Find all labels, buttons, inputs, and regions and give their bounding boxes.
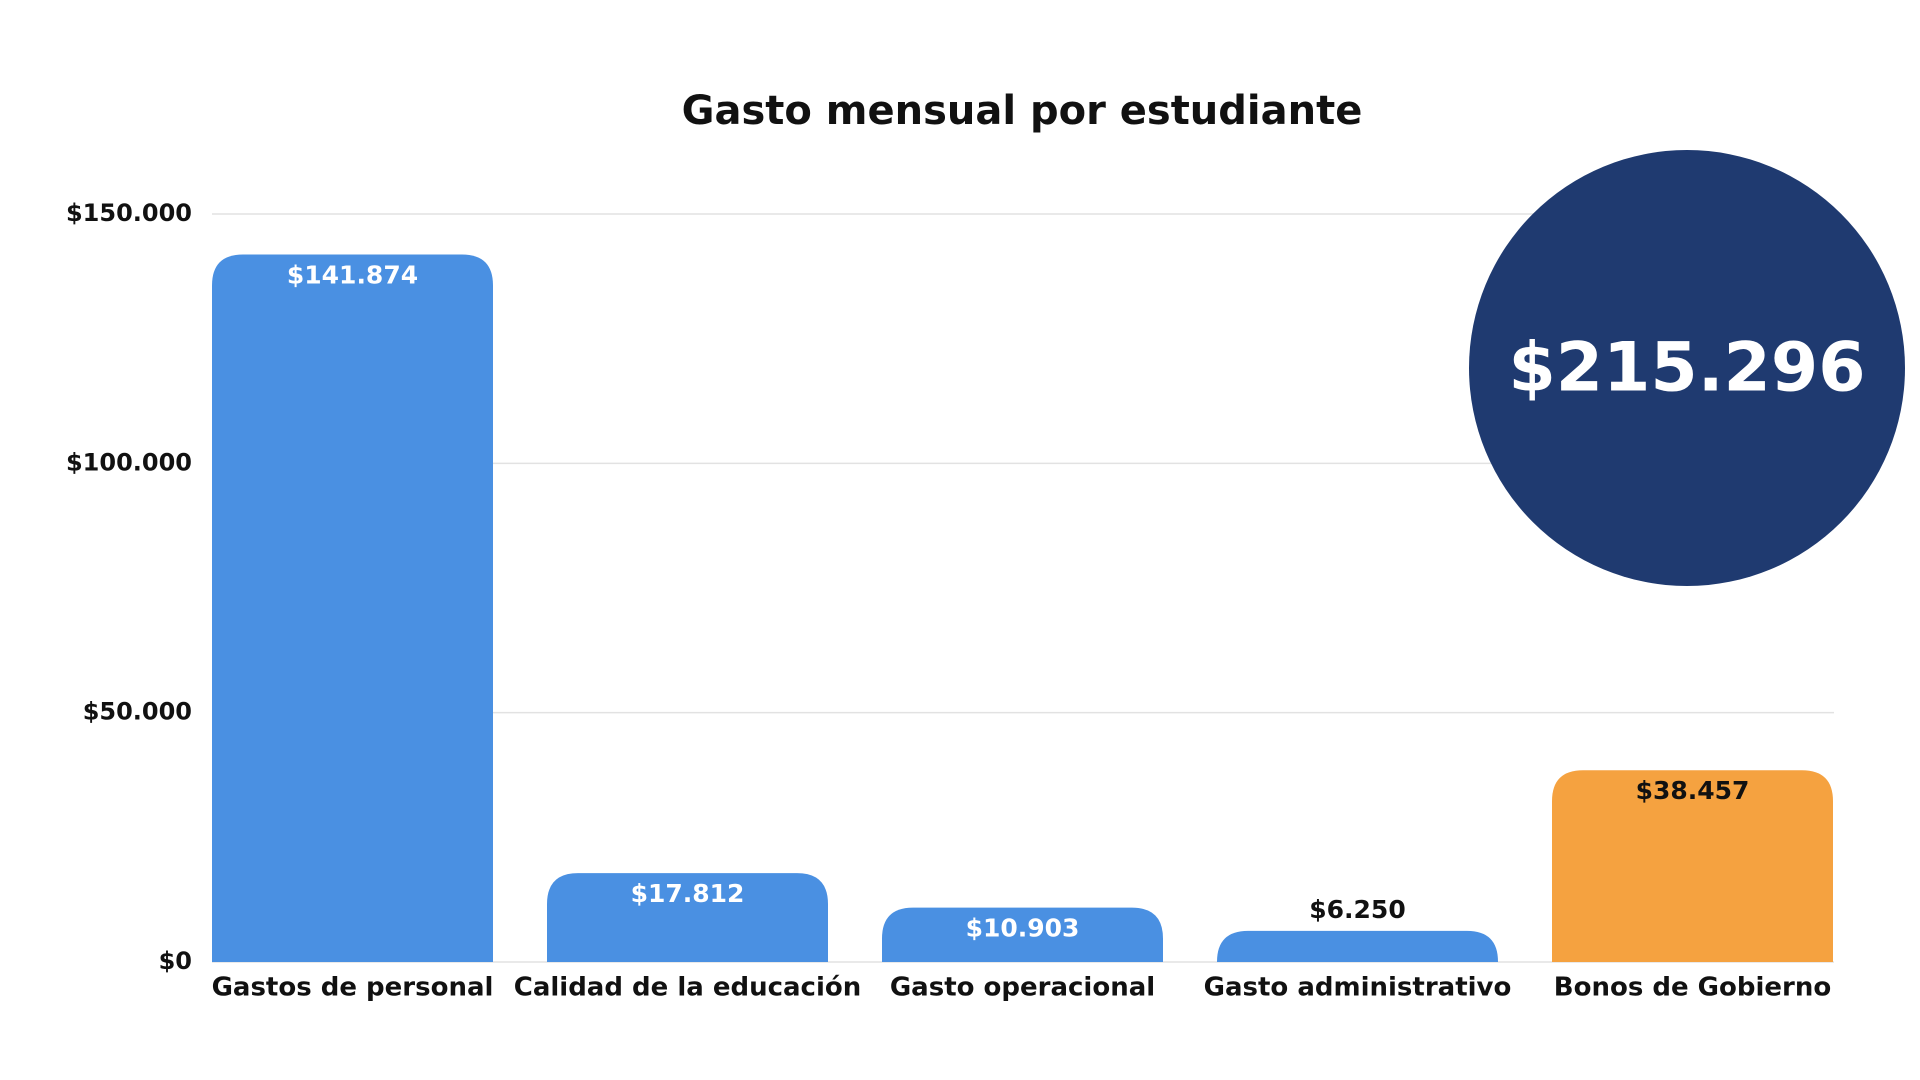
bar bbox=[547, 873, 828, 962]
total-label: $215.296 bbox=[1508, 329, 1865, 408]
x-tick-label: Bonos de Gobierno bbox=[1554, 973, 1831, 1003]
chart-title: Gasto mensual por estudiante bbox=[682, 88, 1363, 134]
bar bbox=[1217, 930, 1498, 962]
value-label: $6.250 bbox=[1309, 895, 1405, 924]
x-tick-label: Gastos de personal bbox=[212, 973, 494, 1003]
x-tick-label: Gasto operacional bbox=[890, 973, 1155, 1003]
bar bbox=[212, 254, 493, 962]
y-tick-label: $50.000 bbox=[83, 698, 192, 726]
bar bbox=[1552, 770, 1833, 962]
y-tick-label: $150.000 bbox=[66, 199, 192, 227]
value-label: $38.457 bbox=[1636, 776, 1750, 805]
x-tick-label: Calidad de la educación bbox=[514, 973, 861, 1003]
x-tick-label: Gasto administrativo bbox=[1204, 973, 1512, 1003]
value-label: $17.812 bbox=[631, 879, 745, 908]
y-tick-label: $100.000 bbox=[66, 448, 192, 476]
value-label: $10.903 bbox=[966, 914, 1080, 943]
value-label: $141.874 bbox=[287, 261, 418, 290]
total-badge bbox=[1469, 150, 1905, 586]
bar bbox=[882, 907, 1163, 962]
y-tick-label: $0 bbox=[159, 947, 192, 975]
